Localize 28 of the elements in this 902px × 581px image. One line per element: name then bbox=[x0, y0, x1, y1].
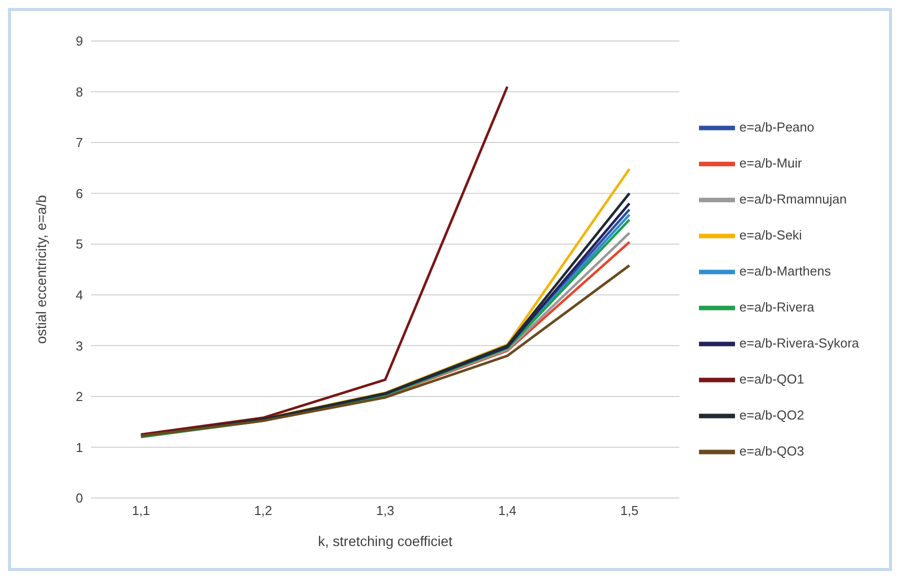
y-tick-label: 7 bbox=[76, 135, 83, 150]
y-tick-label: 3 bbox=[76, 338, 83, 354]
x-tick-label: 1,5 bbox=[620, 503, 638, 518]
y-tick-label: 8 bbox=[76, 84, 83, 100]
y-tick-label: 6 bbox=[76, 186, 83, 201]
line-series bbox=[140, 85, 509, 436]
y-axis-title: ostial eccentricity, e=a/b bbox=[32, 194, 49, 344]
y-tick-label: 4 bbox=[76, 288, 83, 303]
y-tick-label: 9 bbox=[76, 34, 83, 49]
y-tick-label: 1 bbox=[76, 440, 83, 455]
legend-label: e=a/b-Muir bbox=[739, 154, 802, 170]
x-tick-label: 1,1 bbox=[132, 503, 150, 518]
legend-label: e=a/b-QO3 bbox=[739, 442, 804, 458]
legend-label: e=a/b-Rivera-Sykora bbox=[739, 334, 859, 350]
x-tick-label: 1,3 bbox=[376, 503, 394, 518]
legend-label: e=a/b-Seki bbox=[739, 226, 802, 242]
legend-label: e=a/b-Rivera bbox=[739, 298, 814, 314]
x-tick-label: 1,2 bbox=[254, 503, 272, 518]
x-axis-title: k, stretching coefficiet bbox=[318, 533, 452, 549]
x-tick-label: 1,4 bbox=[498, 503, 516, 518]
y-tick-label: 0 bbox=[76, 490, 83, 506]
legend-label: e=a/b-QO1 bbox=[739, 370, 804, 386]
legend-label: e=a/b-Peano bbox=[739, 118, 814, 134]
legend-label: e=a/b-QO2 bbox=[739, 406, 804, 422]
y-tick-label: 5 bbox=[76, 236, 83, 252]
y-tick-label: 2 bbox=[76, 389, 83, 404]
legend-label: e=a/b-Rmamnujan bbox=[739, 190, 847, 206]
legend-label: e=a/b-Marthens bbox=[739, 262, 831, 278]
